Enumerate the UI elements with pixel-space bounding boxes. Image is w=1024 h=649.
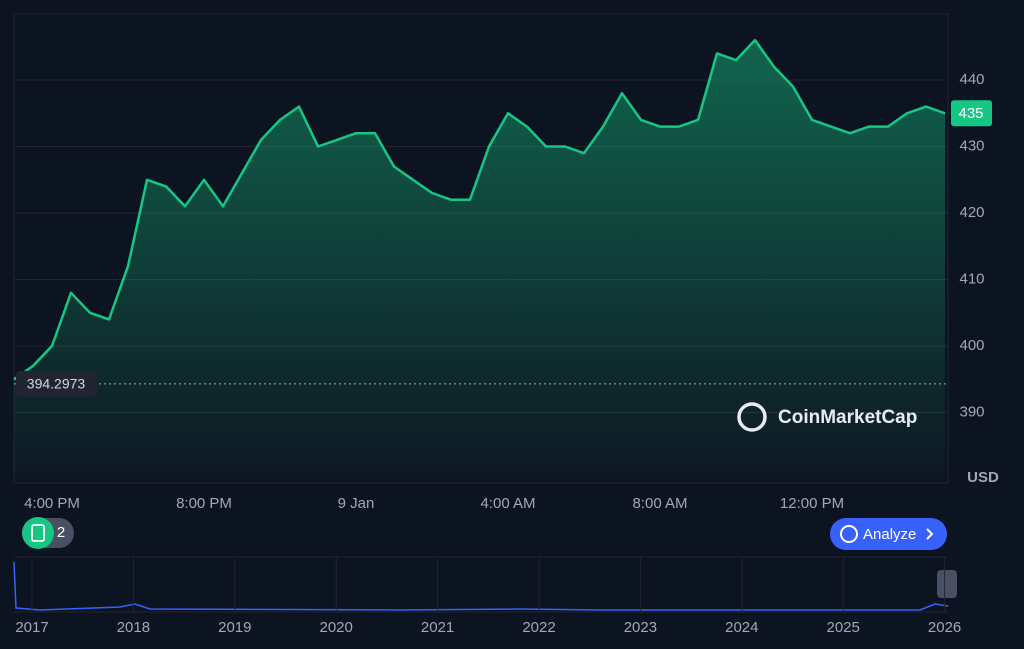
- y-tick-label: 440: [959, 71, 984, 88]
- navigator-year: 2019: [218, 619, 251, 636]
- y-tick-label: 390: [959, 403, 984, 420]
- navigator-line: [13, 561, 949, 611]
- price-tag: [951, 100, 992, 127]
- y-tick-label: 410: [959, 270, 984, 287]
- reference-label: 394.2973: [27, 376, 86, 392]
- navigator-year: 2020: [320, 619, 353, 636]
- price-label: 435: [958, 105, 983, 122]
- navigator-year: 2023: [624, 619, 657, 636]
- y-tick-label: 400: [959, 337, 984, 354]
- brand-name: CoinMarketCap: [778, 407, 917, 428]
- navigator-year: 2021: [421, 619, 454, 636]
- x-tick-label: 4:00 AM: [480, 495, 535, 512]
- navigator-year: 2022: [522, 619, 555, 636]
- navigator-year: 2024: [725, 619, 758, 636]
- x-tick-label: 4:00 PM: [24, 495, 80, 512]
- x-tick-label: 8:00 AM: [632, 495, 687, 512]
- y-tick-label: 430: [959, 137, 984, 154]
- y-tick-label: 420: [959, 204, 984, 221]
- logo: [737, 402, 767, 432]
- x-tick-label: 9 Jan: [338, 495, 375, 512]
- reference-tag: [16, 370, 97, 397]
- x-tick-label: 12:00 PM: [780, 495, 844, 512]
- x-tick-label: 8:00 PM: [176, 495, 232, 512]
- news-icon[interactable]: [22, 517, 54, 549]
- price-line: [13, 38, 946, 381]
- navigator-year: 2018: [117, 619, 150, 636]
- watermark: CoinMarketCap: [737, 402, 917, 432]
- analyze-button[interactable]: [830, 518, 947, 550]
- navigator-year: 2025: [827, 619, 860, 636]
- navigator-handle[interactable]: [937, 570, 957, 598]
- navigator-year: 2026: [928, 619, 961, 636]
- navigator-year: 2017: [15, 619, 48, 636]
- doc-icon: [31, 524, 45, 542]
- chevron: [926, 528, 934, 540]
- area: [14, 40, 945, 479]
- analyze-icon: [840, 525, 858, 543]
- analyze-label: Analyze: [863, 526, 916, 543]
- y-unit: USD: [967, 469, 999, 486]
- badge-count: 2: [57, 524, 65, 541]
